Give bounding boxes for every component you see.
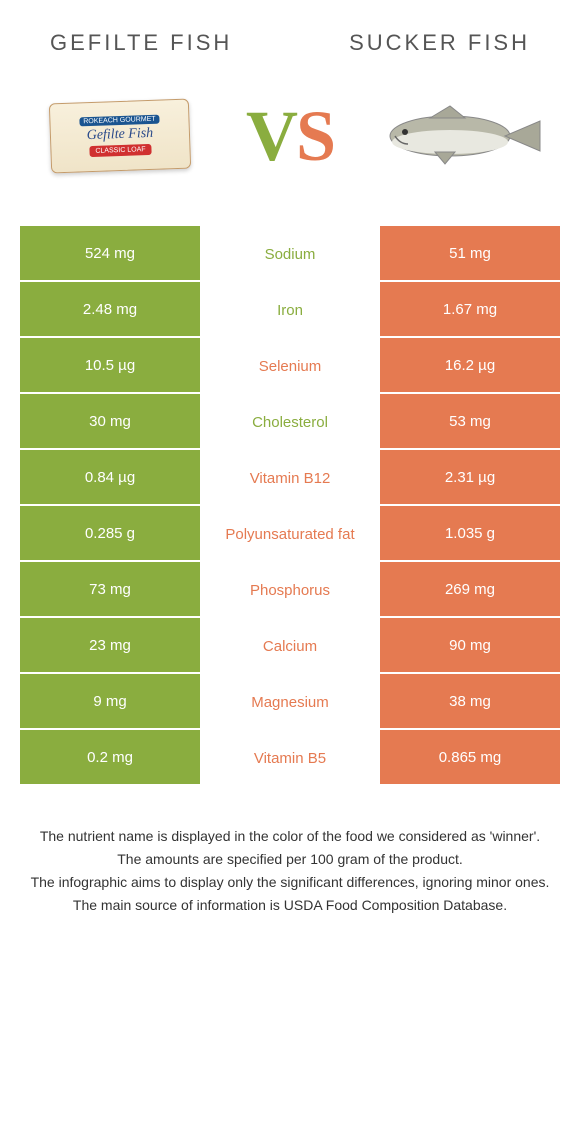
table-row: 73 mgPhosphorus269 mg	[20, 562, 560, 618]
nutrient-name: Cholesterol	[200, 394, 380, 450]
table-row: 10.5 µgSelenium16.2 µg	[20, 338, 560, 394]
header: Gefilte fish Sucker fish	[0, 0, 580, 66]
nutrient-name: Vitamin B12	[200, 450, 380, 506]
footnote-line: The infographic aims to display only the…	[30, 872, 550, 893]
table-row: 30 mgCholesterol53 mg	[20, 394, 560, 450]
table-row: 0.2 mgVitamin B50.865 mg	[20, 730, 560, 786]
value-left: 524 mg	[20, 226, 200, 282]
title-right: Sucker fish	[349, 30, 530, 56]
vs-s: S	[296, 96, 334, 176]
vs-v: V	[246, 96, 296, 176]
nutrient-name: Phosphorus	[200, 562, 380, 618]
value-left: 10.5 µg	[20, 338, 200, 394]
value-right: 53 mg	[380, 394, 560, 450]
nutrient-name: Iron	[200, 282, 380, 338]
nutrient-table: 524 mgSodium51 mg2.48 mgIron1.67 mg10.5 …	[20, 226, 560, 786]
value-left: 0.2 mg	[20, 730, 200, 786]
image-left: ROKEACH GOURMET Gefilte Fish CLASSIC LOA…	[30, 81, 210, 191]
hero: ROKEACH GOURMET Gefilte Fish CLASSIC LOA…	[0, 66, 580, 226]
fish-icon	[370, 96, 550, 176]
value-left: 30 mg	[20, 394, 200, 450]
value-left: 2.48 mg	[20, 282, 200, 338]
gefilte-package-icon: ROKEACH GOURMET Gefilte Fish CLASSIC LOA…	[49, 99, 191, 174]
title-left: Gefilte fish	[50, 30, 232, 56]
value-left: 0.285 g	[20, 506, 200, 562]
footnote-line: The amounts are specified per 100 gram o…	[30, 849, 550, 870]
vs-label: VS	[246, 95, 334, 178]
value-right: 38 mg	[380, 674, 560, 730]
package-band: ROKEACH GOURMET	[79, 115, 160, 127]
package-tag: CLASSIC LOAF	[89, 144, 152, 157]
value-right: 51 mg	[380, 226, 560, 282]
value-right: 0.865 mg	[380, 730, 560, 786]
table-row: 2.48 mgIron1.67 mg	[20, 282, 560, 338]
table-row: 0.84 µgVitamin B122.31 µg	[20, 450, 560, 506]
value-right: 1.035 g	[380, 506, 560, 562]
nutrient-name: Calcium	[200, 618, 380, 674]
footnote-line: The nutrient name is displayed in the co…	[30, 826, 550, 847]
nutrient-name: Sodium	[200, 226, 380, 282]
table-row: 0.285 gPolyunsaturated fat1.035 g	[20, 506, 560, 562]
table-row: 9 mgMagnesium38 mg	[20, 674, 560, 730]
value-left: 73 mg	[20, 562, 200, 618]
value-left: 0.84 µg	[20, 450, 200, 506]
nutrient-name: Polyunsaturated fat	[200, 506, 380, 562]
package-name: Gefilte Fish	[86, 126, 153, 144]
value-left: 9 mg	[20, 674, 200, 730]
value-right: 269 mg	[380, 562, 560, 618]
image-right	[370, 81, 550, 191]
footnotes: The nutrient name is displayed in the co…	[0, 786, 580, 938]
table-row: 524 mgSodium51 mg	[20, 226, 560, 282]
value-right: 1.67 mg	[380, 282, 560, 338]
value-left: 23 mg	[20, 618, 200, 674]
nutrient-name: Magnesium	[200, 674, 380, 730]
value-right: 2.31 µg	[380, 450, 560, 506]
value-right: 90 mg	[380, 618, 560, 674]
footnote-line: The main source of information is USDA F…	[30, 895, 550, 916]
nutrient-name: Vitamin B5	[200, 730, 380, 786]
value-right: 16.2 µg	[380, 338, 560, 394]
nutrient-name: Selenium	[200, 338, 380, 394]
table-row: 23 mgCalcium90 mg	[20, 618, 560, 674]
